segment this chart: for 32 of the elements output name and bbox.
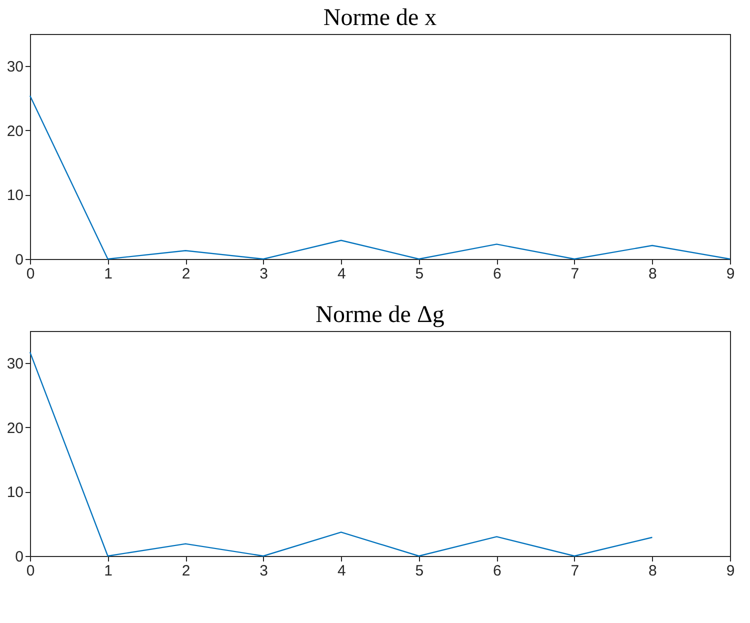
x-tick-label: 2	[182, 266, 190, 282]
x-tick-label: 4	[337, 266, 346, 282]
line-series	[29, 352, 653, 557]
x-tick-label: 4	[337, 562, 346, 580]
x-tick-label: 5	[415, 562, 424, 580]
x-tick-label: 2	[182, 562, 190, 580]
x-tick-label: 1	[104, 562, 112, 580]
x-tick-label: 8	[648, 562, 657, 580]
x-tick-label: 6	[492, 562, 502, 580]
x-tick-label: 9	[726, 562, 735, 580]
y-tick-label: 20	[6, 122, 24, 140]
x-tick-label: 6	[492, 266, 502, 282]
x-tick-label: 9	[726, 266, 735, 282]
y-tick-label: 0	[15, 252, 24, 268]
x-tick-label: 3	[260, 562, 268, 580]
y-tick-label: 30	[6, 356, 24, 373]
x-tick-label: 7	[570, 562, 580, 580]
x-tick-label: 7	[570, 266, 580, 282]
chart-title: Norme de Δg	[316, 302, 444, 328]
x-tick-label: 8	[648, 266, 657, 282]
y-tick-label: 10	[6, 187, 24, 204]
y-tick-label: 30	[6, 58, 24, 76]
x-tick-label: 1	[104, 266, 112, 282]
x-tick-label: 5	[415, 266, 424, 282]
x-tick-label: 0	[26, 266, 35, 282]
y-tick-label: 10	[6, 484, 24, 502]
line-series	[29, 95, 731, 260]
chart-title: Norme de x	[323, 5, 437, 31]
y-tick-label: 20	[6, 420, 24, 437]
x-tick-label: 0	[26, 562, 35, 580]
x-tick-label: 3	[260, 266, 268, 282]
y-tick-label: 0	[15, 548, 24, 566]
